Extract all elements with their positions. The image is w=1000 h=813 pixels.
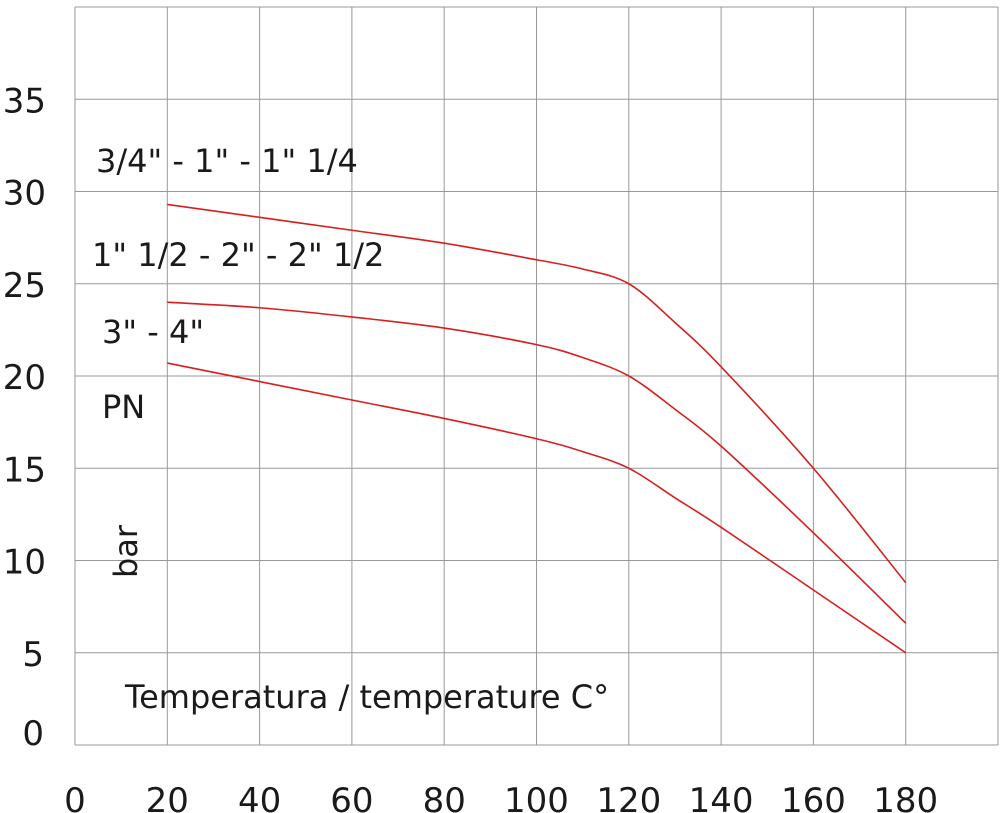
grid [74, 6, 999, 746]
x-tick-label: 160 [781, 781, 846, 813]
y-tick-label: 0 [22, 714, 44, 754]
x-tick-label: 100 [504, 781, 569, 813]
y-tick-label: 5 [22, 635, 44, 675]
x-tick-label: 120 [596, 781, 661, 813]
y-tick-label: 35 [3, 81, 46, 121]
series-lines [167, 203, 907, 654]
tick-labels: 0 20 40 60 80 100 120 140 160 180 0 5 10 15 20 25 30 35 [3, 81, 938, 813]
x-axis-label: Temperatura / temperature C° [124, 678, 609, 716]
x-tick-label: 40 [238, 781, 281, 813]
y-tick-label: 10 [3, 543, 46, 583]
x-tick-label: 20 [146, 781, 189, 813]
y-tick-label: 30 [3, 174, 46, 214]
series-labels: 3/4" - 1" - 1" 1/4 1" 1/2 - 2" - 2" 1/2 3"… [92, 142, 384, 351]
x-tick-label: 140 [689, 781, 754, 813]
series-line [167, 203, 907, 584]
y-tick-label: 25 [3, 266, 46, 306]
series-label: 3/4" - 1" - 1" 1/4 [96, 142, 358, 180]
series-label: 1" 1/2 - 2" - 2" 1/2 [92, 236, 384, 274]
y-axis-label: bar [107, 524, 145, 578]
series-label: 3" - 4" [102, 313, 204, 351]
y-tick-label: 20 [3, 358, 46, 398]
x-tick-label: 180 [873, 781, 938, 813]
y-axis-label-pn: PN [102, 388, 145, 426]
y-tick-label: 15 [3, 450, 46, 490]
x-tick-label: 0 [64, 781, 86, 813]
x-tick-label: 80 [423, 781, 466, 813]
series-line [167, 301, 907, 624]
x-tick-label: 60 [330, 781, 373, 813]
series-line [167, 362, 907, 654]
